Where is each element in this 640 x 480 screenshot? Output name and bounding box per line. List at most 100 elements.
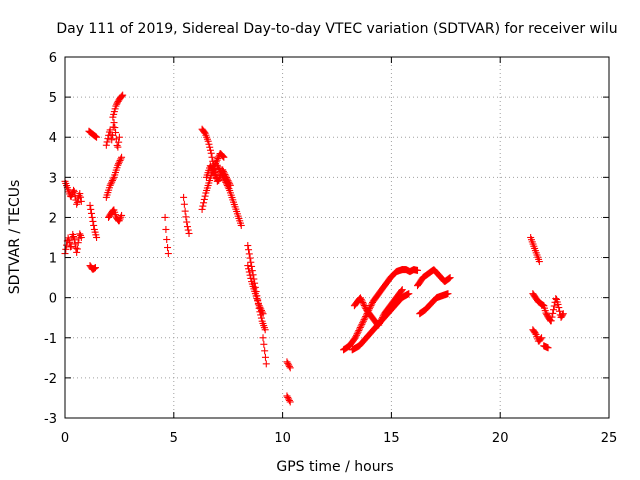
data-point xyxy=(261,347,269,355)
data-point xyxy=(552,295,560,303)
data-point xyxy=(219,172,227,180)
data-point xyxy=(204,137,212,145)
data-point xyxy=(548,313,556,321)
data-point xyxy=(86,201,94,209)
data-point xyxy=(67,242,75,250)
y-tick-label: 5 xyxy=(49,91,57,106)
data-point xyxy=(246,254,254,262)
data-point xyxy=(237,221,245,229)
x-tick-label: 5 xyxy=(170,431,178,446)
data-point xyxy=(220,153,228,161)
data-point xyxy=(115,158,123,166)
x-tick-label: 0 xyxy=(61,431,69,446)
chart-title: Day 111 of 2019, Sidereal Day-to-day VTE… xyxy=(56,21,617,37)
data-point xyxy=(245,268,253,276)
data-point xyxy=(117,213,125,221)
data-point xyxy=(550,306,558,314)
data-point xyxy=(114,161,122,169)
data-point xyxy=(222,178,230,186)
data-point xyxy=(200,128,208,136)
data-point xyxy=(535,258,543,266)
data-point xyxy=(108,178,116,186)
data-point xyxy=(257,314,265,322)
data-point xyxy=(285,396,293,404)
data-point xyxy=(356,294,364,302)
data-point xyxy=(260,340,268,348)
data-point xyxy=(220,175,228,183)
data-point xyxy=(119,91,127,99)
y-tick-label: 0 xyxy=(49,292,57,307)
data-point xyxy=(91,264,99,272)
data-point xyxy=(359,317,367,325)
data-point xyxy=(91,132,99,140)
data-point xyxy=(284,393,292,401)
data-point xyxy=(285,395,293,403)
data-point xyxy=(359,298,367,306)
data-point xyxy=(247,274,255,282)
data-point xyxy=(113,141,121,149)
data-point xyxy=(184,226,192,234)
data-point xyxy=(285,361,293,369)
data-point xyxy=(73,198,81,206)
data-point xyxy=(259,310,267,318)
data-point xyxy=(285,362,293,370)
data-point xyxy=(77,197,85,205)
data-point xyxy=(398,287,406,295)
data-point xyxy=(110,119,118,127)
data-point xyxy=(539,301,547,309)
data-point xyxy=(284,359,292,367)
axis-ticks: 0 5 10 15 20 25 -3 -2 -1 0 1 2 3 4 5 6 xyxy=(44,51,617,446)
data-point xyxy=(208,164,216,172)
x-tick-label: 20 xyxy=(492,431,509,446)
y-tick-label: -1 xyxy=(44,332,57,347)
data-point xyxy=(76,230,84,238)
data-point xyxy=(164,244,172,252)
data-point xyxy=(73,245,81,253)
data-point xyxy=(223,180,231,188)
data-point xyxy=(256,303,264,311)
data-point xyxy=(217,169,225,177)
data-point xyxy=(224,183,232,191)
data-point xyxy=(206,143,214,151)
data-point xyxy=(357,295,365,303)
data-point xyxy=(216,166,224,174)
y-tick-label: 3 xyxy=(49,171,57,186)
data-point xyxy=(538,334,546,342)
data-point xyxy=(210,169,218,177)
y-tick-label: 2 xyxy=(49,211,57,226)
data-point xyxy=(353,330,361,338)
data-point xyxy=(221,177,229,185)
data-point xyxy=(117,155,125,163)
data-point xyxy=(538,301,546,309)
data-point xyxy=(205,140,213,148)
data-point xyxy=(213,161,221,169)
data-point xyxy=(185,229,193,237)
data-point xyxy=(216,168,224,176)
data-point xyxy=(214,155,222,163)
data-point xyxy=(92,133,100,141)
data-point xyxy=(87,209,95,217)
data-point xyxy=(93,234,101,241)
data-point xyxy=(446,274,454,282)
data-point xyxy=(200,199,208,207)
data-point xyxy=(164,250,172,258)
data-point xyxy=(555,304,563,312)
data-point xyxy=(223,181,231,189)
data-point xyxy=(556,307,564,315)
data-point xyxy=(259,334,267,342)
data-point xyxy=(180,193,188,201)
data-point xyxy=(257,305,265,313)
data-point xyxy=(183,223,191,231)
data-point xyxy=(351,334,359,342)
x-tick-label: 15 xyxy=(383,431,400,446)
data-point xyxy=(258,308,266,316)
data-point xyxy=(87,205,95,213)
data-point xyxy=(89,217,97,225)
data-point xyxy=(211,170,219,178)
data-point xyxy=(162,225,170,233)
data-point xyxy=(405,290,413,298)
data-point xyxy=(106,181,114,189)
data-point xyxy=(206,146,214,154)
data-point xyxy=(286,364,294,372)
data-point xyxy=(445,274,453,282)
